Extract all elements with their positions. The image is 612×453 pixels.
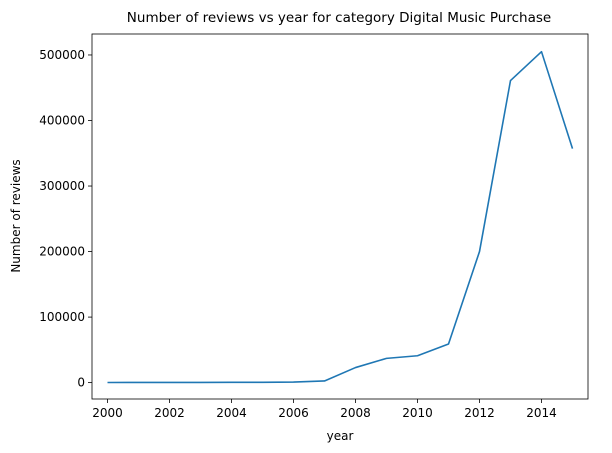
data-point <box>107 381 109 383</box>
x-tick-label: 2008 <box>340 406 371 420</box>
x-tick-label: 2000 <box>92 406 123 420</box>
chart-title: Number of reviews vs year for category D… <box>127 10 551 26</box>
data-point <box>386 357 388 359</box>
data-point <box>510 80 512 82</box>
y-tick-label: 0 <box>77 376 85 390</box>
data-point <box>200 381 202 383</box>
y-axis-label: Number of reviews <box>9 159 23 272</box>
series-layer <box>107 50 574 384</box>
plot-area <box>92 34 588 399</box>
x-tick-label: 2004 <box>216 406 247 420</box>
x-tick-label: 2006 <box>278 406 309 420</box>
series-line <box>107 50 574 384</box>
data-point <box>231 381 233 383</box>
data-point <box>541 51 543 53</box>
y-tick-label: 400000 <box>39 113 85 127</box>
y-tick-label: 200000 <box>39 245 85 259</box>
data-point <box>417 355 419 357</box>
y-tick-label: 300000 <box>39 179 85 193</box>
data-point <box>293 381 295 383</box>
x-axis-label: year <box>327 429 354 443</box>
y-tick-label: 100000 <box>39 310 85 324</box>
y-axis: 0 100000 200000 300000 400000 500000 <box>39 48 92 390</box>
x-tick-label: 2002 <box>154 406 185 420</box>
data-point <box>324 380 326 382</box>
data-point <box>355 367 357 369</box>
plot-frame <box>91 33 589 400</box>
x-axis: 2000 2002 2004 2006 2008 2010 2012 2014 <box>92 399 557 420</box>
x-tick-label: 2010 <box>402 406 433 420</box>
data-point <box>572 148 574 150</box>
x-tick-label: 2012 <box>464 406 495 420</box>
data-point <box>169 381 171 383</box>
data-point <box>262 381 264 383</box>
y-tick-label: 500000 <box>39 48 85 62</box>
data-point <box>138 381 140 383</box>
x-tick-label: 2014 <box>526 406 557 420</box>
data-point <box>479 251 481 253</box>
data-point <box>448 343 450 345</box>
